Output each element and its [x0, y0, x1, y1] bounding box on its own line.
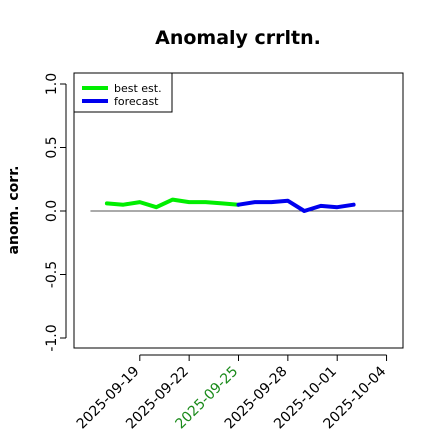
legend: best est. forecast	[73, 72, 173, 113]
legend-label-forecast: forecast	[114, 95, 159, 108]
y-tick-label: 0.0	[44, 200, 60, 222]
chart-title: Anomaly crrltn.	[155, 27, 321, 49]
y-tick-label: -0.5	[44, 261, 60, 288]
y-tick-label: 0.5	[44, 136, 60, 158]
series-line-1	[236, 198, 356, 213]
plot-frame	[73, 72, 404, 349]
y-axis: -1.0 -0.5 0.0 0.5 1.0	[44, 73, 67, 352]
legend-label-best-est: best est.	[114, 82, 162, 95]
y-tick-label: -1.0	[44, 324, 60, 351]
series-layer	[104, 197, 356, 213]
legend-box	[73, 72, 173, 113]
x-axis: 2025-09-192025-09-222025-09-252025-09-28…	[74, 354, 389, 432]
y-axis-label: anom. corr.	[6, 166, 22, 255]
series-line-0	[104, 197, 241, 210]
y-tick-label: 1.0	[44, 73, 60, 95]
